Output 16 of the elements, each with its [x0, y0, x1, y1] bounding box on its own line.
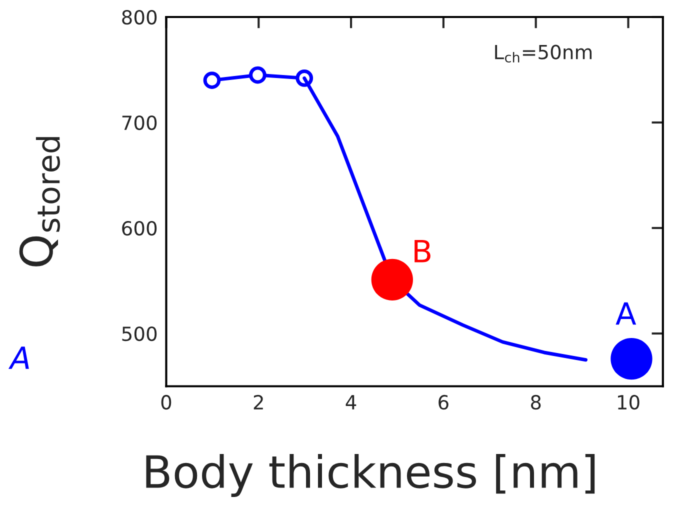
x-tick-label: 8 — [530, 394, 541, 410]
y-tick-label: 500 — [122, 326, 157, 342]
x-tick-label: 2 — [254, 394, 263, 410]
x-tick-label: 10 — [618, 394, 640, 410]
x-tick-label: 0 — [161, 394, 172, 410]
y-tick-label: 800 — [122, 10, 157, 25]
y-tick-label: 700 — [122, 115, 157, 130]
x-tick-label: 6 — [438, 394, 448, 410]
y-axis-title: Q$_{stored}$ — [19, 137, 60, 266]
y-tick-label: 600 — [122, 220, 157, 236]
x-tick-label: 4 — [346, 395, 356, 410]
text: A — [8, 346, 29, 369]
annotation: L$_{ch}$=50nm — [495, 44, 592, 63]
annotation: A — [616, 302, 636, 325]
x-axis-title: Body thickness [nm] — [146, 454, 595, 497]
annotation: B — [414, 240, 430, 262]
